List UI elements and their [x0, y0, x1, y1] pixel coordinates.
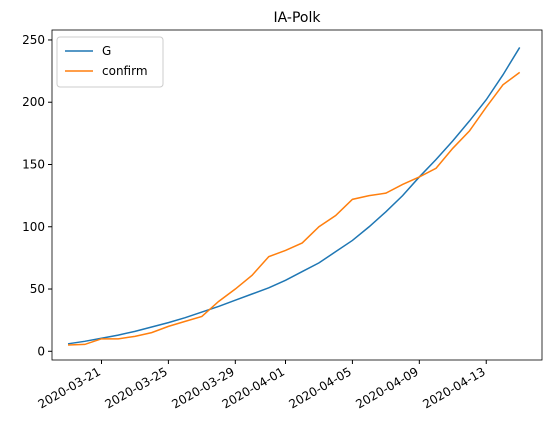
x-tick-label: 2020-03-25 [102, 364, 169, 411]
x-tick-label: 2020-04-05 [287, 364, 354, 411]
y-tick-label: 200 [22, 95, 45, 109]
plot-frame [51, 29, 543, 361]
chart-title: IA-Polk [274, 10, 322, 26]
series-line [67, 47, 521, 345]
legend-label: confirm [102, 64, 148, 78]
x-tick-label: 2020-04-13 [420, 364, 487, 411]
y-tick-label: 100 [22, 220, 45, 234]
x-tick-label: 2020-04-09 [353, 364, 420, 411]
legend-box [56, 36, 164, 88]
y-tick-label: 250 [22, 33, 45, 47]
y-tick-label: 50 [30, 282, 45, 296]
x-tick-label: 2020-03-21 [36, 364, 103, 411]
y-tick-label: 150 [22, 157, 45, 171]
series-line [68, 71, 521, 346]
y-tick-label: 0 [37, 344, 45, 358]
legend-label: G [102, 44, 111, 58]
